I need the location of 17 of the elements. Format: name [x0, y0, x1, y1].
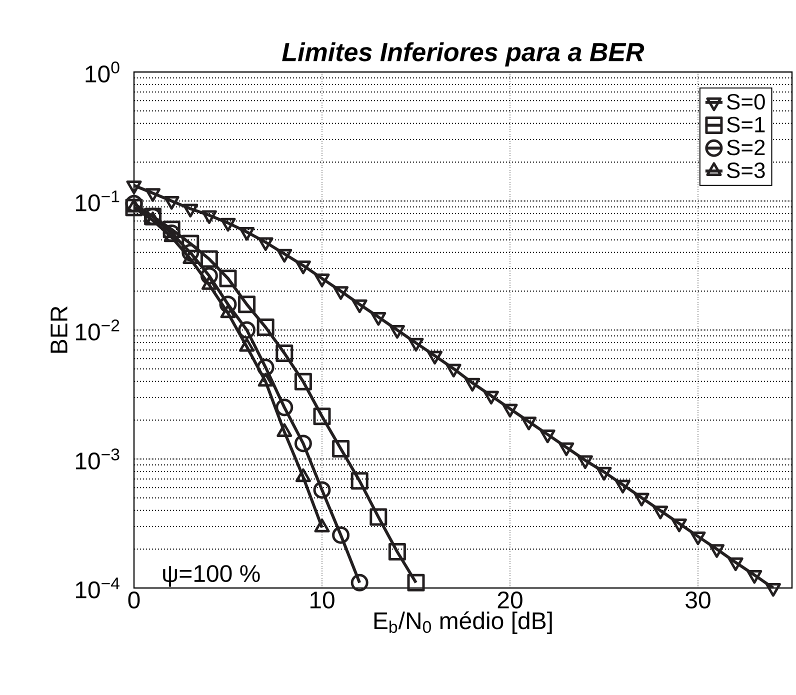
- x-axis-title: E$_{b}$/N$_{0}$ médio [dB]: [374, 611, 552, 634]
- y-tick-label: 10$^{−4}$: [76, 578, 120, 598]
- y-axis-title: BER: [50, 306, 68, 353]
- legend-label: S=0: [727, 94, 765, 110]
- legend-label: S=3: [727, 162, 765, 178]
- legend-label: S=2: [727, 140, 765, 156]
- legend-label: S=1: [727, 116, 765, 132]
- y-tick-label: 10$^{−1}$: [76, 190, 120, 212]
- chart-title: Limites Inferiores para a BER: [282, 42, 644, 66]
- y-tick-label: 10$^{−3}$: [76, 448, 120, 470]
- x-tick-label: 20: [498, 592, 522, 609]
- y-tick-label: 10$^{0}$: [86, 62, 120, 82]
- y-tick-label: 10$^{−2}$: [76, 319, 120, 340]
- x-tick-label: 10: [310, 592, 334, 609]
- annotation: ψ=100 %: [163, 565, 260, 587]
- x-tick-label: 0: [128, 592, 140, 609]
- x-tick-label: 30: [686, 592, 710, 609]
